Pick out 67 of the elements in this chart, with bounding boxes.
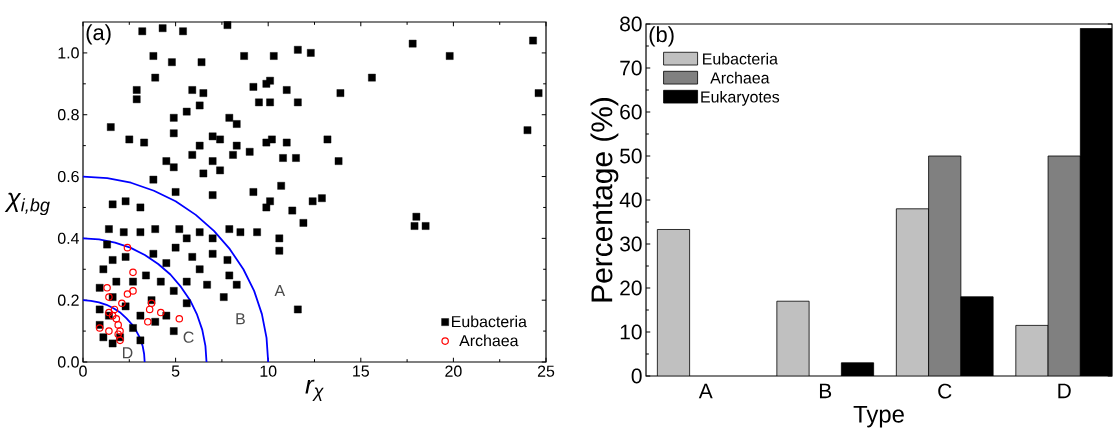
point bbox=[147, 299, 156, 308]
line-series bbox=[83, 175, 270, 362]
annotation: A bbox=[274, 285, 286, 297]
line-series bbox=[83, 237, 208, 362]
annotation: (b) bbox=[649, 26, 674, 47]
y-tick-label: 1.0 bbox=[58, 47, 79, 59]
point bbox=[129, 268, 137, 277]
line-series bbox=[83, 299, 146, 362]
x-tick-label: 15 bbox=[353, 365, 369, 377]
x-tick-label: B bbox=[819, 383, 832, 399]
x-tick-label: 10 bbox=[260, 365, 277, 377]
x-tick-label: 25 bbox=[537, 365, 555, 377]
bar bbox=[656, 229, 691, 376]
x-tick-label: 0 bbox=[79, 365, 87, 377]
annotation: B bbox=[236, 313, 245, 325]
legend-label: Eubacteria bbox=[703, 52, 778, 65]
y-tick-label: 80 bbox=[620, 16, 642, 32]
x-tick-label: A bbox=[698, 383, 713, 399]
point bbox=[144, 318, 152, 326]
y-tick-label: 0.8 bbox=[57, 109, 79, 121]
point bbox=[114, 321, 122, 329]
legend-label: Eubacteria bbox=[452, 315, 527, 328]
y-tick-label: 0.6 bbox=[57, 170, 79, 183]
point bbox=[129, 287, 137, 295]
bar bbox=[776, 300, 810, 376]
y-axis-title: χ$_{i,bg}$ bbox=[4, 192, 50, 216]
y-tick-label: 60 bbox=[620, 104, 642, 120]
point bbox=[175, 314, 184, 323]
legend-label: Archaea bbox=[710, 71, 770, 84]
point bbox=[110, 305, 119, 314]
annotation: C bbox=[183, 331, 194, 343]
x-tick-label: 20 bbox=[445, 365, 462, 377]
point bbox=[103, 284, 111, 292]
point bbox=[114, 330, 122, 338]
y-tick-label: 0.2 bbox=[57, 294, 79, 306]
point bbox=[108, 311, 117, 320]
legend-label: Archaea bbox=[459, 334, 519, 347]
point bbox=[123, 290, 132, 298]
point bbox=[157, 308, 165, 317]
point bbox=[123, 243, 132, 252]
y-tick-label: 20 bbox=[620, 280, 642, 296]
bar bbox=[1015, 325, 1049, 376]
y-tick-label: 40 bbox=[619, 192, 642, 208]
y-tick-label: 10 bbox=[620, 324, 642, 340]
legend-label: Eukaryotes bbox=[701, 90, 780, 106]
point bbox=[145, 305, 154, 314]
x-axis-title: Type bbox=[853, 405, 904, 428]
bar bbox=[1047, 155, 1081, 376]
x-axis-title: r$_{χ}$ bbox=[305, 379, 324, 402]
y-tick-label: 50 bbox=[620, 148, 642, 164]
x-tick-label: D bbox=[1058, 383, 1071, 399]
y-tick-label: 0.0 bbox=[57, 356, 79, 368]
bar bbox=[895, 208, 929, 376]
point bbox=[105, 327, 113, 335]
annotation: D bbox=[123, 347, 133, 359]
y-axis-title: Percentage (%) bbox=[590, 98, 619, 302]
x-tick-label: C bbox=[938, 383, 952, 399]
point bbox=[118, 299, 126, 308]
bar bbox=[928, 155, 962, 376]
point bbox=[105, 293, 113, 301]
point bbox=[112, 314, 121, 323]
y-tick-label: 0.4 bbox=[57, 232, 80, 245]
y-tick-label: 70 bbox=[620, 60, 642, 76]
point bbox=[116, 327, 124, 335]
y-tick-label: 30 bbox=[620, 236, 642, 252]
annotation: (a) bbox=[86, 24, 111, 45]
x-tick-label: 5 bbox=[171, 365, 180, 377]
